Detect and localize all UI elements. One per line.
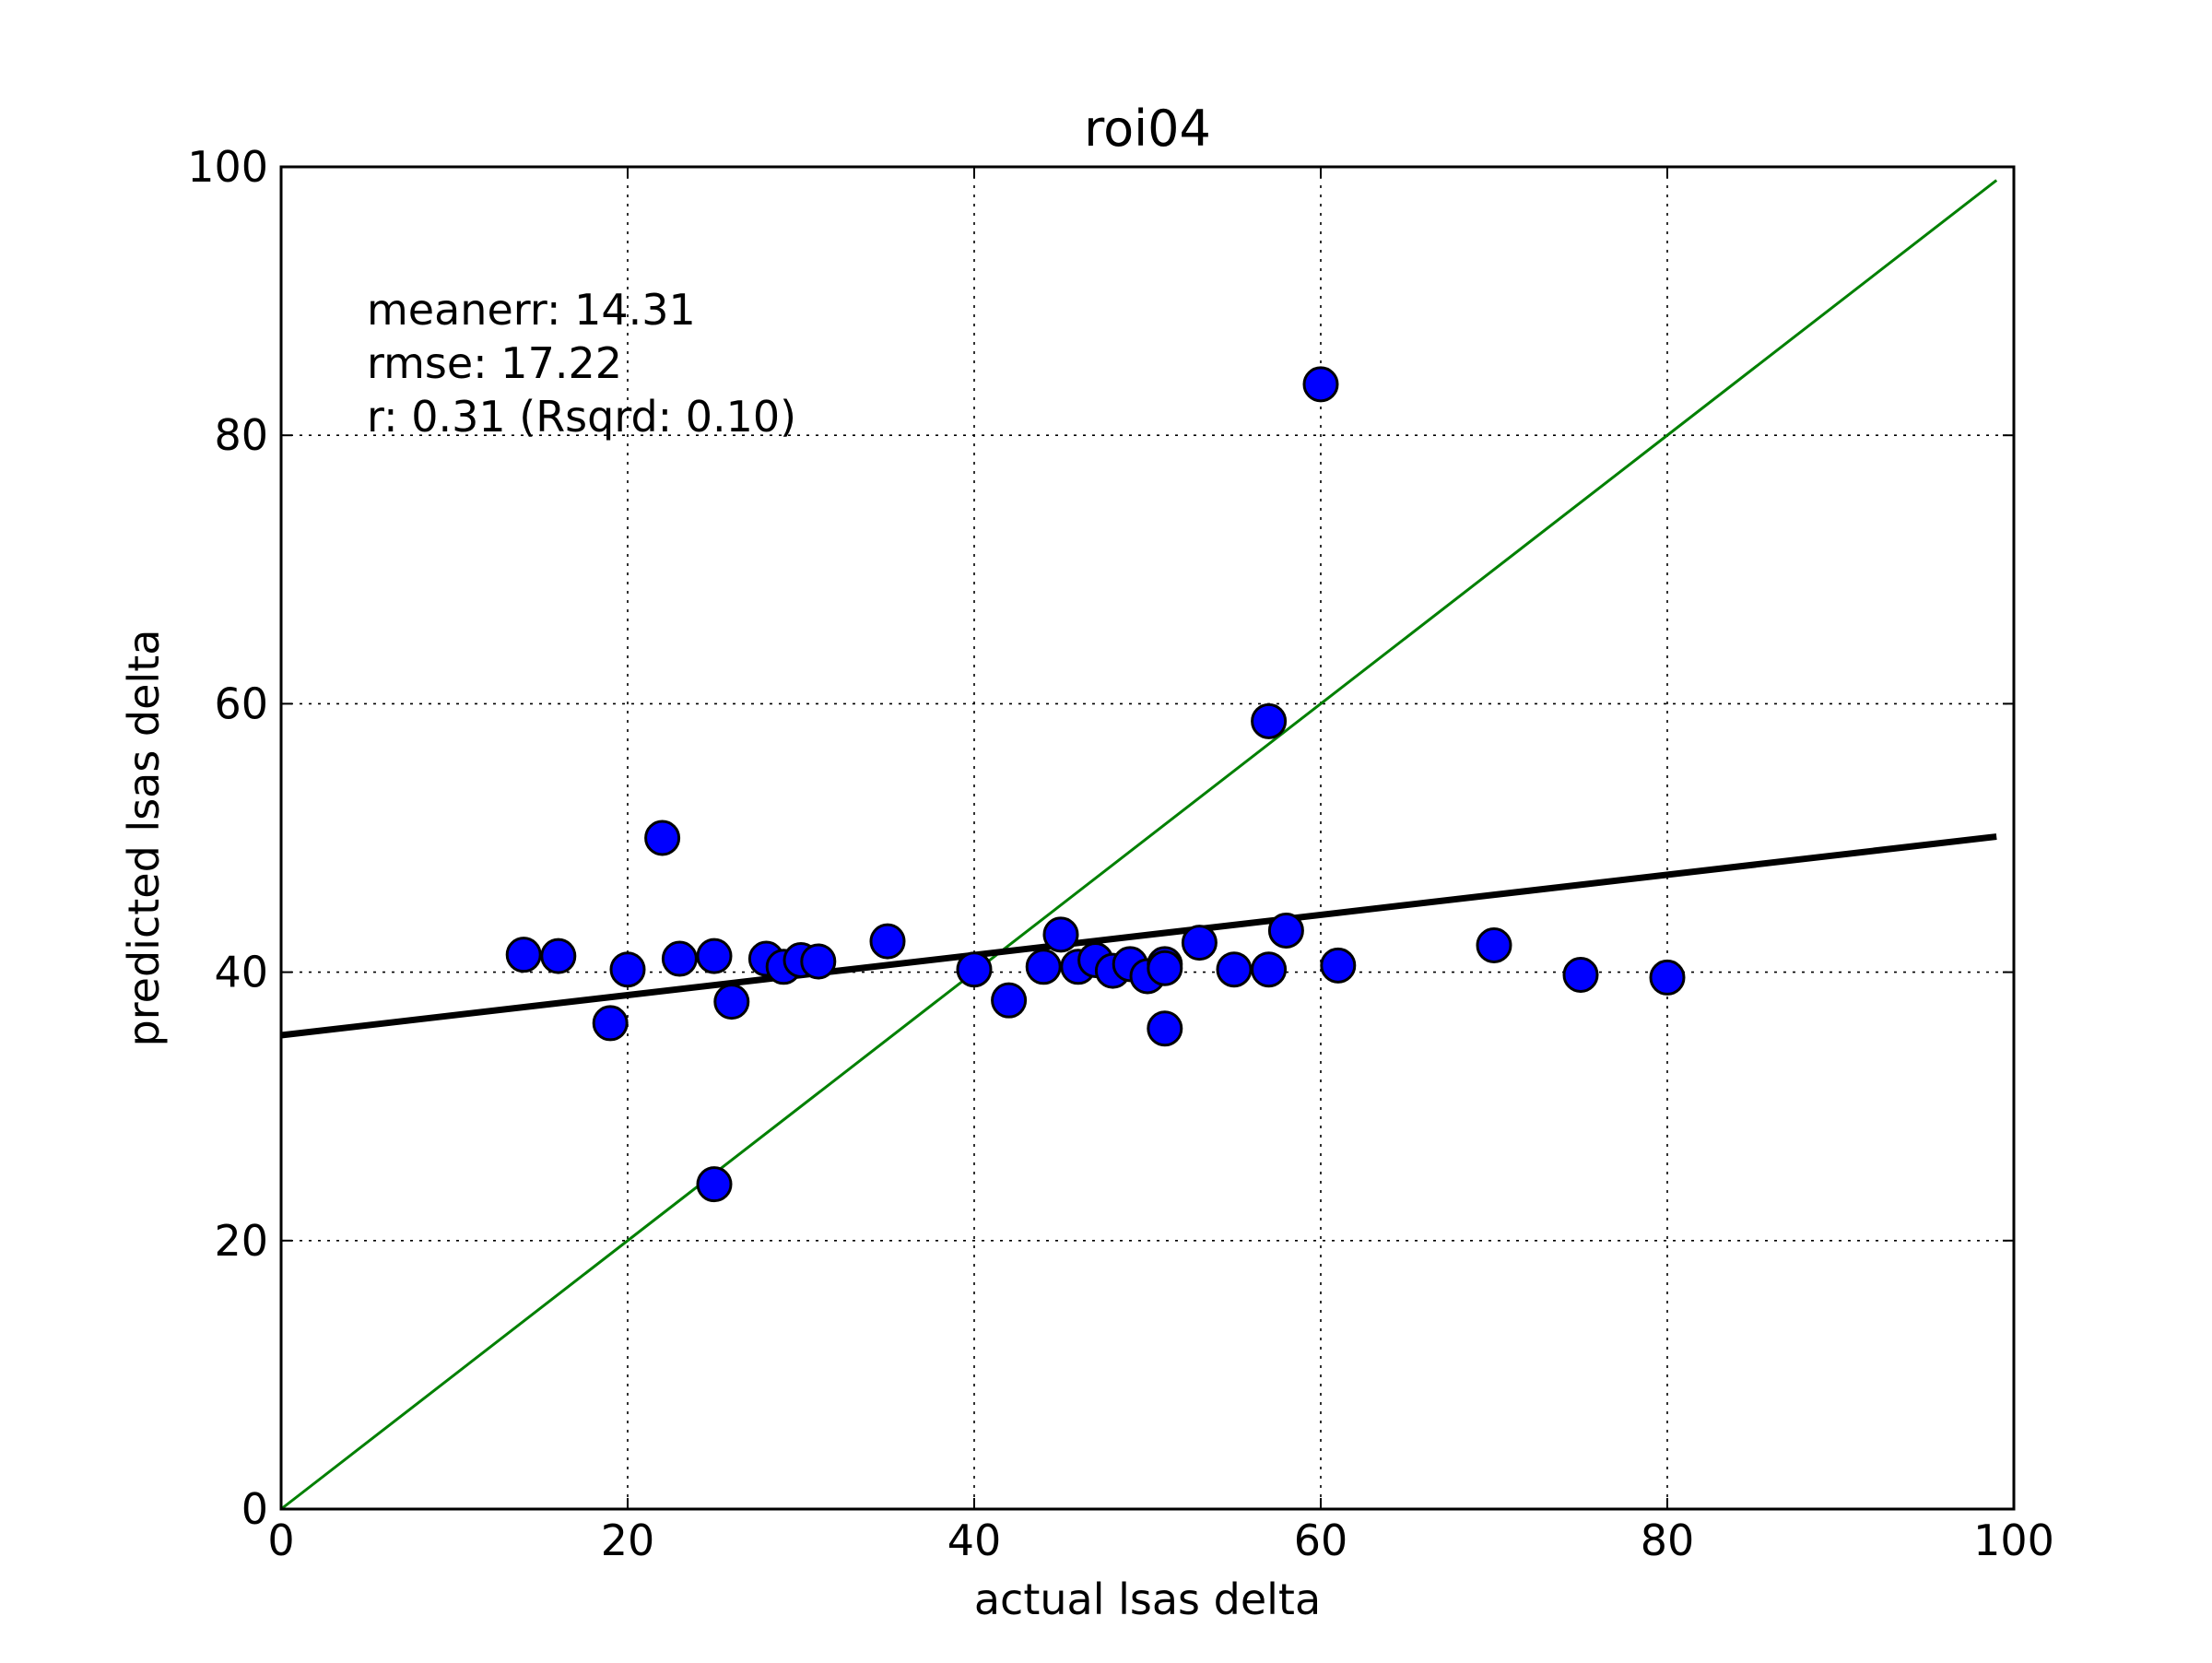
data-point <box>1649 959 1686 996</box>
y-axis-label: predicted lsas delta <box>119 630 169 1047</box>
annotation-meanerr: meanerr: 14.31 <box>367 285 696 335</box>
data-point <box>869 923 906 960</box>
data-point <box>1320 947 1357 984</box>
lines-layer <box>280 179 1998 1511</box>
data-point <box>1302 366 1339 403</box>
y-tick-label: 60 <box>214 678 268 728</box>
identity-line <box>280 179 1998 1511</box>
data-point <box>661 940 698 977</box>
chart-title: roi04 <box>1084 100 1211 158</box>
data-point <box>540 938 577 974</box>
annotation-rmse: rmse: 17.22 <box>367 338 622 388</box>
data-point <box>696 938 733 974</box>
x-tick-label: 100 <box>1973 1516 2054 1565</box>
ticks-layer: 0 20 40 60 80 100 0 20 40 60 80 100 <box>187 142 2054 1565</box>
data-point <box>1025 949 1062 985</box>
annotation-r: r: 0.31 (Rsqrd: 0.10) <box>367 392 796 442</box>
plot-frame <box>279 165 2016 1511</box>
y-tick-label: 0 <box>241 1484 268 1534</box>
data-point <box>696 1166 733 1203</box>
y-tick-label: 100 <box>187 142 268 192</box>
x-tick-label: 40 <box>947 1516 1002 1565</box>
data-point <box>505 937 542 973</box>
data-point <box>1216 951 1253 988</box>
points-layer <box>505 366 1686 1203</box>
data-point <box>1181 925 1218 961</box>
data-point <box>1147 949 1183 986</box>
data-point <box>1267 912 1304 949</box>
x-tick-label: 60 <box>1294 1516 1348 1565</box>
data-point <box>644 820 681 856</box>
data-point <box>1562 957 1599 994</box>
data-point <box>713 984 750 1020</box>
x-axis-label: actual lsas delta <box>974 1575 1321 1624</box>
data-point <box>800 943 837 980</box>
y-tick-label: 80 <box>214 410 268 460</box>
data-point <box>1476 926 1512 963</box>
data-point <box>1147 1010 1183 1047</box>
data-point <box>956 951 993 988</box>
data-point <box>1251 702 1288 739</box>
data-point <box>1042 916 1079 953</box>
y-tick-label: 20 <box>214 1216 268 1266</box>
x-tick-label: 20 <box>601 1516 655 1565</box>
x-tick-label: 0 <box>267 1516 294 1565</box>
data-point <box>1251 951 1288 988</box>
data-point <box>991 982 1028 1019</box>
data-point <box>609 951 646 988</box>
regression-line <box>280 833 1997 1039</box>
x-tick-label: 80 <box>1641 1516 1695 1565</box>
data-point <box>592 1005 629 1042</box>
y-tick-label: 40 <box>214 948 268 997</box>
